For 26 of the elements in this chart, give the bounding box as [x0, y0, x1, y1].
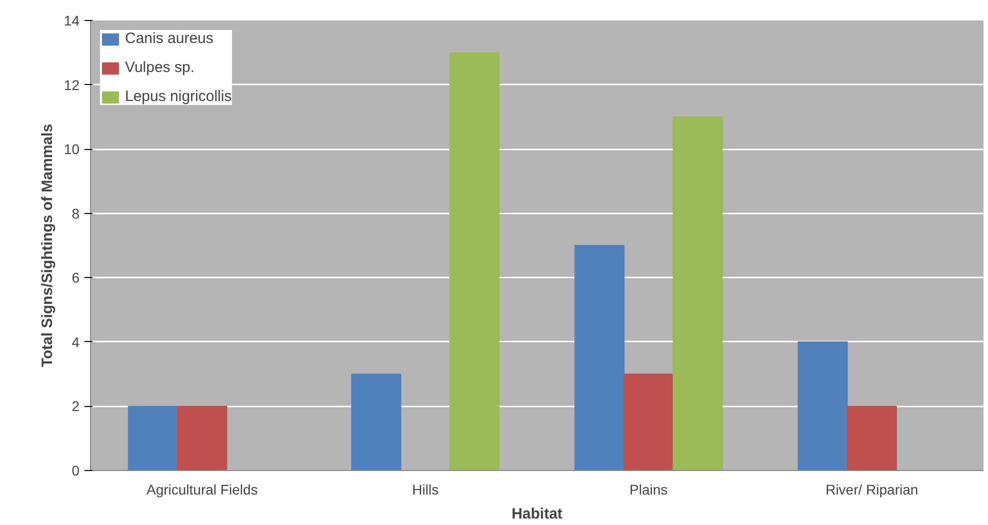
bar: [449, 52, 500, 470]
legend-label: Canis aureus: [125, 30, 214, 47]
y-tick-label: 12: [64, 76, 80, 93]
x-tick-label: Hills: [412, 482, 439, 498]
y-tick-label: 8: [72, 205, 80, 222]
x-tick-label: Plains: [630, 482, 668, 498]
y-tick-label: 4: [72, 334, 80, 350]
x-tick-label: River/ Riparian: [826, 482, 918, 498]
bar: [798, 341, 848, 470]
bar: [624, 374, 674, 470]
bar: [574, 245, 625, 470]
y-tick-label: 10: [64, 141, 80, 158]
y-tick-label: 0: [72, 462, 80, 478]
legend-label: Vulpes sp.: [125, 59, 194, 76]
bar: [672, 116, 723, 470]
y-tick-label: 14: [64, 12, 80, 28]
y-axis-title: Total Signs/Sightings of Mammals: [38, 124, 56, 368]
y-tick-label: 2: [72, 398, 80, 414]
bar: [846, 406, 897, 470]
x-tick-label: Agricultural Fields: [146, 482, 258, 498]
y-tick-label: 6: [72, 270, 80, 286]
legend-label: Lepus nigricollis: [125, 88, 232, 105]
bar: [351, 374, 402, 470]
bar: [177, 406, 228, 470]
x-axis-title: Habitat: [512, 506, 562, 522]
bar: [128, 406, 178, 470]
